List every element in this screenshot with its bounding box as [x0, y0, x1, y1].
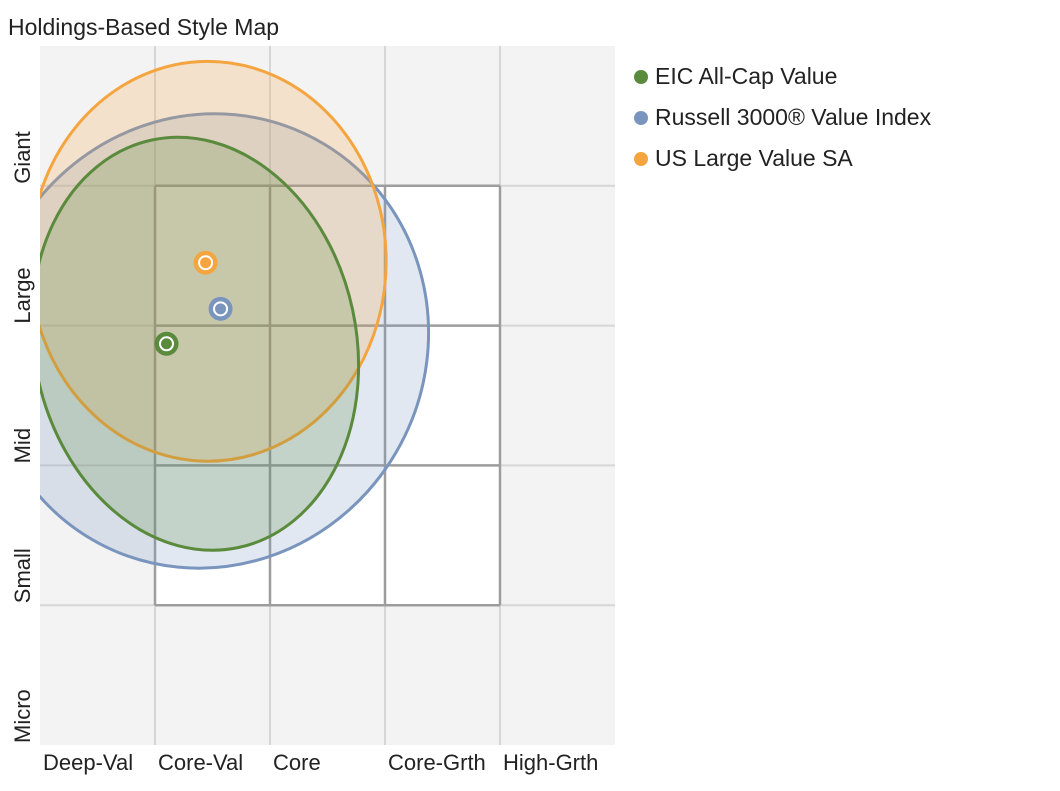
- x-tick-label: Core-Grth: [388, 750, 486, 775]
- y-tick-label: Mid: [10, 428, 35, 463]
- ellipse-0: [40, 135, 361, 552]
- x-tick-label: Deep-Val: [43, 750, 133, 775]
- x-tick-label: Core-Val: [158, 750, 243, 775]
- x-tick-label: Core: [273, 750, 321, 775]
- legend-item: Russell 3000® Value Index: [634, 97, 931, 138]
- centroid-marker-inner-2: [198, 255, 214, 271]
- legend-label: US Large Value SA: [655, 145, 853, 171]
- ellipse-layer: [40, 59, 431, 570]
- x-tick-label: High-Grth: [503, 750, 598, 775]
- ellipse-1: [40, 112, 431, 570]
- y-tick-label: Large: [10, 267, 35, 323]
- centroid-marker-inner-1: [213, 301, 229, 317]
- legend-label: Russell 3000® Value Index: [655, 104, 932, 130]
- legend-item: US Large Value SA: [634, 138, 931, 179]
- legend-swatch: [634, 151, 648, 166]
- style-box: [153, 184, 502, 607]
- centroid-layer: [154, 250, 233, 356]
- centroid-marker-inner-0: [159, 336, 174, 352]
- y-tick-label: Micro: [10, 689, 35, 743]
- chart-title: Holdings-Based Style Map: [8, 14, 280, 40]
- legend-swatch: [634, 110, 648, 125]
- y-axis-ticks: Micro Small Mid Large Giant: [10, 131, 35, 743]
- x-axis-ticks: Deep-Val Core-Val Core Core-Grth High-Grth: [43, 750, 598, 775]
- legend-swatch: [634, 69, 648, 84]
- legend: EIC All-Cap Value Russell 3000® Value Ind…: [634, 56, 931, 179]
- legend-label: EIC All-Cap Value: [655, 63, 838, 89]
- y-tick-label: Small: [10, 548, 35, 603]
- legend-item: EIC All-Cap Value: [634, 56, 931, 97]
- y-tick-label: Giant: [10, 131, 35, 184]
